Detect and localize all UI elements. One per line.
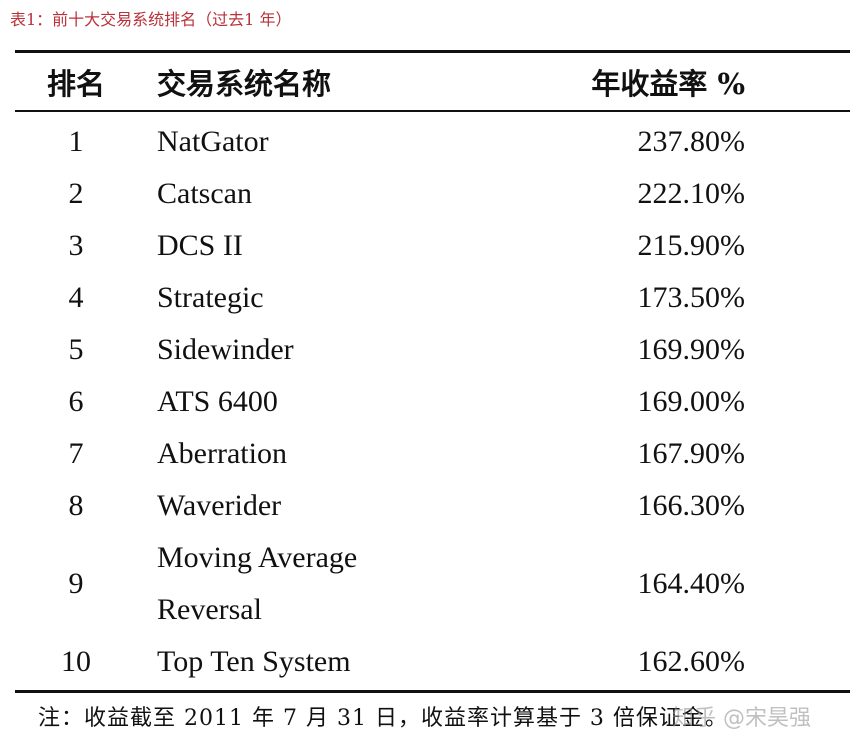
- watermark: 知乎 @宋昊强: [672, 706, 811, 731]
- rank-cell: 9: [68, 567, 84, 600]
- system-name-cell: Waverider: [157, 489, 282, 522]
- annual-return-cell: 162.60%: [637, 645, 746, 678]
- system-name-cell: Catscan: [157, 177, 252, 210]
- annual-return-cell: 169.00%: [637, 385, 746, 418]
- system-name-cell: ATS 6400: [157, 385, 278, 418]
- system-name-cell: Moving Average Reversal: [157, 541, 358, 626]
- rank-cell: 5: [68, 333, 84, 366]
- system-name-cell: Top Ten System: [157, 645, 351, 678]
- system-name-cell: Sidewinder: [157, 333, 294, 366]
- header-cell: 排名: [15, 51, 137, 112]
- table-row: 10 Top Ten System 162.60%: [15, 636, 850, 692]
- annual-return-cell: 215.90%: [637, 229, 746, 262]
- table-row: 2 Catscan 222.10%: [15, 168, 850, 220]
- table-row: 9 Moving Average Reversal 164.40%: [15, 532, 850, 636]
- annual-return-cell: 166.30%: [637, 489, 746, 522]
- table-row: 5 Sidewinder 169.90%: [15, 324, 850, 376]
- annual-return-cell: 173.50%: [637, 281, 746, 314]
- rank-cell: 2: [68, 177, 84, 210]
- rank-cell: 3: [68, 229, 84, 262]
- table-row: 1 NatGator 237.80%: [15, 111, 850, 168]
- rank-cell: 10: [61, 645, 91, 678]
- header-row: 排名 交易系统名称 年收益率 %: [15, 51, 850, 112]
- rank-cell: 1: [68, 125, 84, 158]
- table-row: 6 ATS 6400 169.00%: [15, 376, 850, 428]
- table-row: 8 Waverider 166.30%: [15, 480, 850, 532]
- annual-return-cell: 237.80%: [637, 125, 746, 158]
- system-name-cell: NatGator: [157, 125, 269, 158]
- rank-cell: 8: [68, 489, 84, 522]
- annual-return-cell: 222.10%: [637, 177, 746, 210]
- system-name-cell: Aberration: [157, 437, 287, 470]
- note: 注：收益截至 2011 年 7 月 31 日，收益率计算基于 3 倍保证金。: [38, 706, 728, 731]
- rank-cell: 6: [68, 385, 84, 418]
- annual-return-cell: 164.40%: [637, 567, 746, 600]
- table-body: 1 NatGator 237.80% 2 Catscan 222.10% 3 DCS II 21…: [15, 111, 850, 692]
- rank-cell: 4: [68, 281, 84, 314]
- header-cell: 交易系统名称: [137, 51, 428, 112]
- rank-cell: 7: [68, 437, 84, 470]
- ranking-table: 排名 交易系统名称 年收益率 % 1 NatGator 237.80% 2 Catscan 2…: [15, 50, 850, 693]
- annual-return-cell: 169.90%: [637, 333, 746, 366]
- table-row: 4 Strategic 173.50%: [15, 272, 850, 324]
- table-row: 3 DCS II 215.90%: [15, 220, 850, 272]
- annual-return-cell: 167.90%: [637, 437, 746, 470]
- header-cell: 年收益率 %: [428, 51, 850, 112]
- system-name-cell: DCS II: [157, 229, 243, 262]
- table-row: 7 Aberration 167.90%: [15, 428, 850, 480]
- caption: 表1：前十大交易系统排名（过去1 年）: [10, 10, 292, 29]
- system-name-cell: Strategic: [157, 281, 264, 314]
